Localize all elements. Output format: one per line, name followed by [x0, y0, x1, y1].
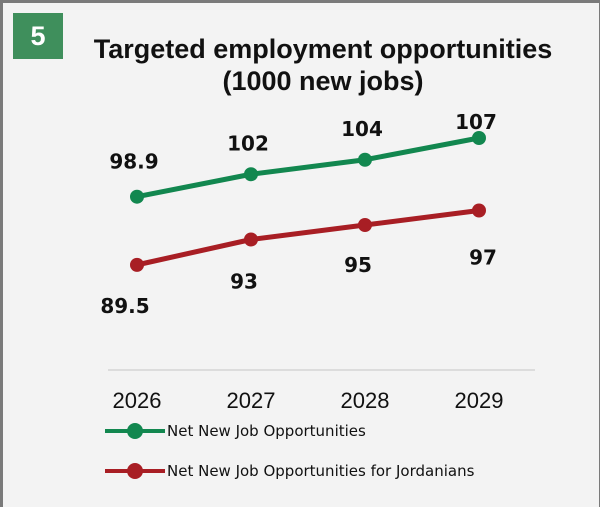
x-tick-label: 2027 [227, 388, 276, 413]
series-line-net-new-jobs-jordanians [136, 208, 480, 268]
x-tick-label: 2028 [341, 388, 390, 413]
chart-title: Targeted employment opportunities (1000 … [93, 34, 553, 96]
legend-item-net-new-job-opportunities: Net New Job Opportunities [105, 421, 366, 441]
section-number-badge: 5 [13, 13, 63, 59]
data-label: 97 [469, 246, 497, 270]
data-label: 102 [227, 131, 269, 155]
data-point [244, 232, 258, 247]
x-tick-label: 2029 [455, 388, 504, 413]
data-point [358, 152, 372, 167]
data-point [130, 257, 144, 272]
legend-item-net-new-job-opportunities-for-jordanians: Net New Job Opportunities for Jordanians [105, 461, 474, 481]
legend-label: Net New Job Opportunities [167, 422, 366, 440]
legend-swatch-green [105, 423, 165, 439]
data-label: 104 [341, 117, 383, 141]
series-line-net-new-jobs [136, 135, 480, 200]
x-tick-label: 2026 [113, 388, 162, 413]
legend-label: Net New Job Opportunities for Jordanians [167, 462, 475, 480]
data-label: 93 [230, 270, 258, 294]
data-label: 98.9 [109, 150, 158, 174]
data-point [472, 131, 486, 145]
data-point [130, 189, 144, 204]
data-label: 89.5 [100, 294, 149, 318]
data-point [472, 203, 486, 218]
data-point [244, 167, 258, 182]
data-point [358, 218, 372, 232]
data-label: 107 [455, 110, 497, 134]
legend-swatch-red [105, 463, 165, 479]
data-label: 95 [344, 253, 372, 277]
